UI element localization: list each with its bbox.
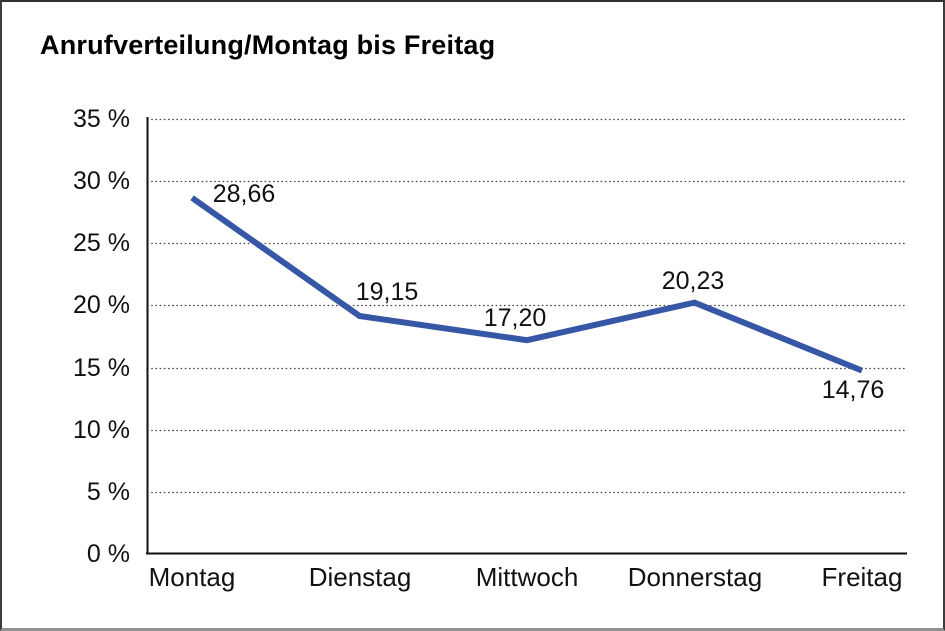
x-category-label: Mittwoch <box>475 562 579 592</box>
y-tick-label: 25 % <box>73 229 130 257</box>
y-tick-label: 5 % <box>86 478 130 506</box>
y-tick-label: 0 % <box>86 540 130 568</box>
data-point-label: 19,15 <box>355 278 419 306</box>
y-tick-label: 20 % <box>73 291 130 319</box>
data-point-label: 20,23 <box>661 267 725 295</box>
y-tick-label: 10 % <box>73 416 130 444</box>
data-line <box>190 195 864 374</box>
y-tick-label: 15 % <box>73 354 130 382</box>
data-point-label: 28,66 <box>212 180 276 208</box>
chart-title: Anrufverteilung/Montag bis Freitag <box>40 30 496 60</box>
data-point-label: 17,20 <box>483 304 547 332</box>
x-category-label: Donnerstag <box>627 562 763 592</box>
y-tick-label: 30 % <box>73 167 130 195</box>
x-category-label: Montag <box>148 562 236 592</box>
data-point-label: 14,76 <box>821 376 885 404</box>
x-category-label: Dienstag <box>308 562 412 592</box>
x-category-label: Freitag <box>821 562 903 592</box>
y-tick-label: 35 % <box>73 105 130 133</box>
